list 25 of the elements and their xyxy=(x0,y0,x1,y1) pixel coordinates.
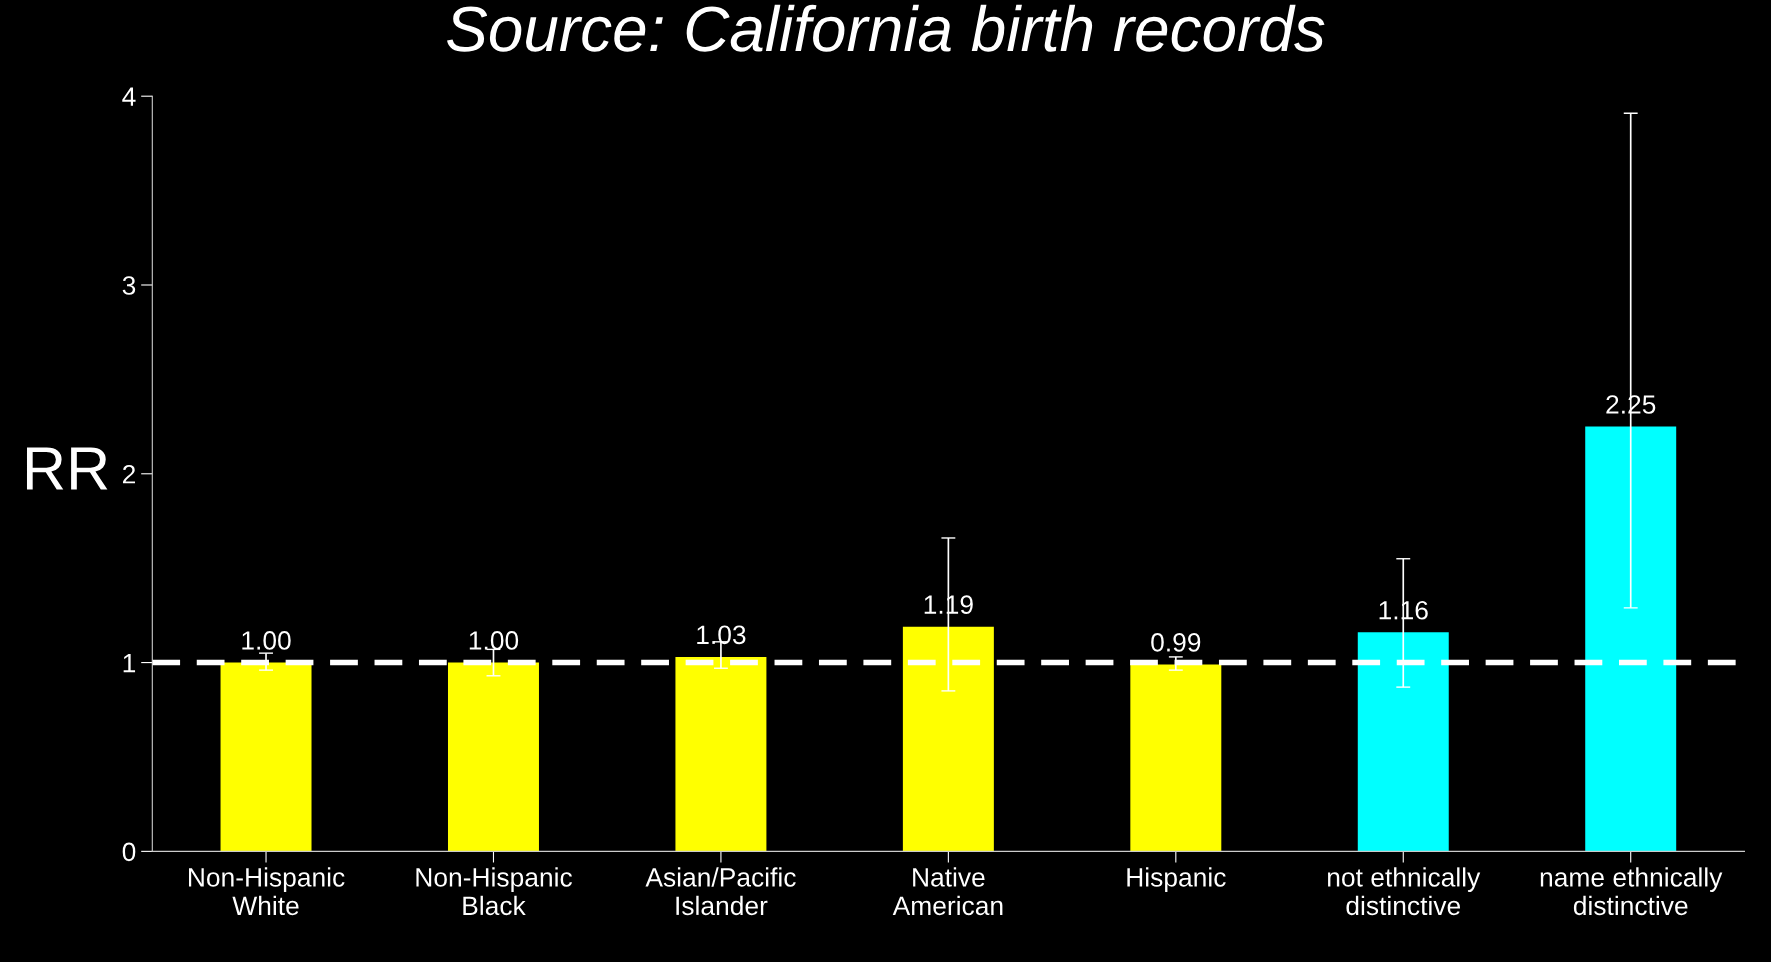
y-axis-title: RR xyxy=(26,447,108,490)
x-tick-label: Non-Hispanic Black xyxy=(416,867,572,916)
x-tick-label: Asian/Pacific Islander xyxy=(645,867,796,916)
y-tick-label: 3 xyxy=(122,276,136,295)
x-tick-label: name ethnically distinctive xyxy=(1540,867,1723,916)
bar xyxy=(1357,632,1449,852)
y-tick-label: 1 xyxy=(123,653,136,673)
bar xyxy=(675,656,767,852)
bar xyxy=(447,662,539,852)
y-tick-label: 4 xyxy=(122,87,136,106)
bar xyxy=(220,662,312,852)
data-label: 1.03 xyxy=(697,625,746,645)
x-tick-label: not ethnically distinctive xyxy=(1328,867,1481,916)
x-tick-label: Native American xyxy=(892,867,1003,916)
chart-title: Source: California birth records xyxy=(447,4,1325,52)
bar xyxy=(902,626,994,852)
bar xyxy=(1585,426,1677,852)
bar xyxy=(1130,664,1222,852)
data-label: 1.00 xyxy=(242,631,291,650)
data-label: 1.00 xyxy=(469,631,519,650)
data-label: 0.99 xyxy=(1151,633,1201,652)
x-tick-label: Hispanic xyxy=(1127,867,1226,892)
y-tick-label: 0 xyxy=(122,842,136,862)
y-tick-label: 2 xyxy=(122,464,136,484)
x-tick-label: Non-Hispanic White xyxy=(189,867,345,916)
